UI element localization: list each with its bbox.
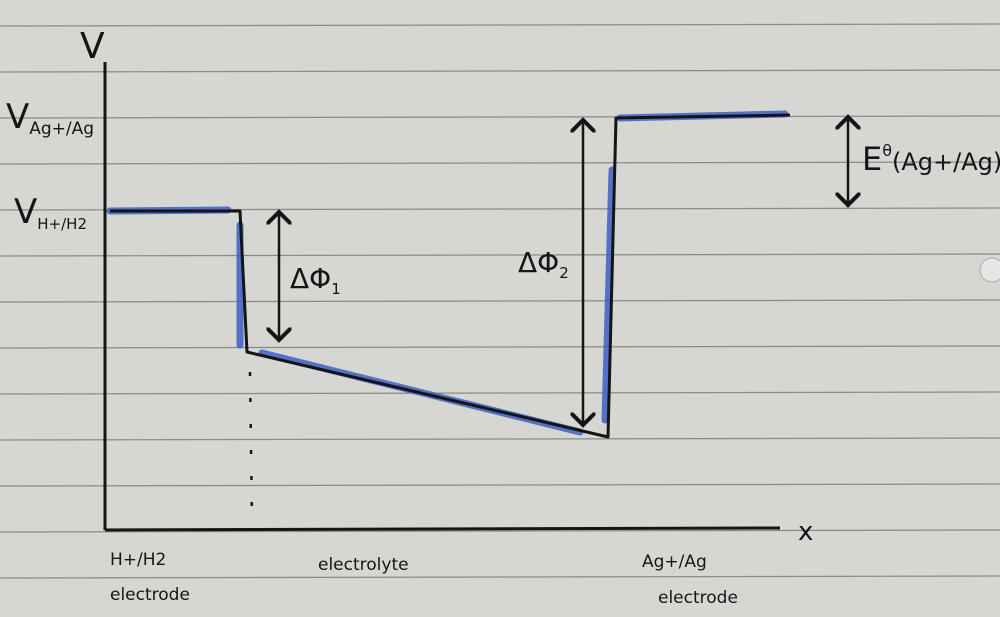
ruled-line: [0, 437, 1000, 441]
delta-phi-1-label: ΔΦ1: [290, 262, 341, 298]
potential-profile: [110, 113, 791, 439]
page-number-mark: [979, 257, 1000, 283]
electrolyte-label: electrolyte: [318, 555, 409, 575]
ruled-line: [0, 391, 1000, 395]
ruled-line: [0, 115, 1000, 119]
x-axis: [104, 526, 781, 532]
ruled-line: [0, 529, 1000, 533]
v-ag-label: VAg+/Ag: [6, 97, 94, 139]
x-axis-label: x: [798, 517, 813, 547]
right-electrode-label: Ag+/Ag electrode: [642, 552, 738, 608]
standard-potential-label: Eθ(Ag+/Ag): [862, 140, 1000, 178]
y-axis-label: V: [80, 26, 105, 67]
ruled-line: [0, 69, 1000, 73]
ruled-line: [0, 299, 1000, 303]
ruled-line: [0, 575, 1000, 579]
ruled-lines: [0, 23, 1000, 579]
ruled-line: [0, 161, 1000, 165]
interface-dashed-line: [248, 371, 254, 521]
left-electrode-label: H+/H2 electrode: [110, 550, 190, 605]
ruled-line: [0, 483, 1000, 487]
ruled-line: [0, 345, 1000, 349]
v-h-label: VH+/H2: [14, 192, 87, 233]
delta-phi-2-label: ΔΦ2: [518, 246, 569, 282]
ruled-line: [0, 253, 1000, 257]
potential-profile-highlight: [106, 110, 789, 436]
ruled-line: [0, 23, 1000, 27]
